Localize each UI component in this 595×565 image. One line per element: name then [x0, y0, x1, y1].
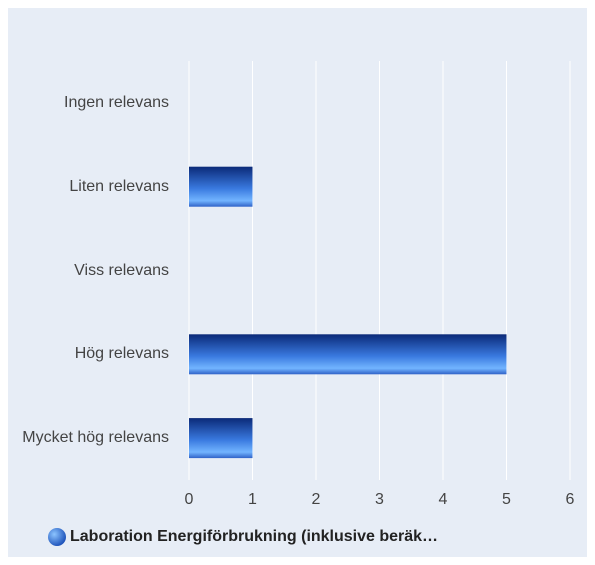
x-tick-label: 4: [439, 491, 448, 508]
x-tick-label: 6: [566, 491, 575, 508]
x-tick-label: 3: [375, 491, 384, 508]
y-tick-label: Hög relevans: [74, 345, 169, 363]
bar: [189, 418, 253, 459]
y-tick-label: Ingen relevans: [64, 93, 169, 111]
x-tick-label: 0: [185, 491, 194, 508]
x-tick-label: 2: [312, 491, 321, 508]
bar: [189, 166, 253, 207]
x-tick-label: 1: [248, 491, 257, 508]
y-tick-label: Viss relevans: [74, 261, 169, 279]
legend-label: Laboration Energiförbrukning (inklusive …: [70, 528, 439, 545]
legend-swatch: [48, 528, 66, 546]
background: [8, 8, 587, 557]
x-tick-label: 5: [502, 491, 511, 508]
y-tick-label: Mycket hög relevans: [22, 429, 169, 447]
bar: [189, 334, 507, 375]
y-tick-label: Liten relevans: [69, 177, 169, 195]
